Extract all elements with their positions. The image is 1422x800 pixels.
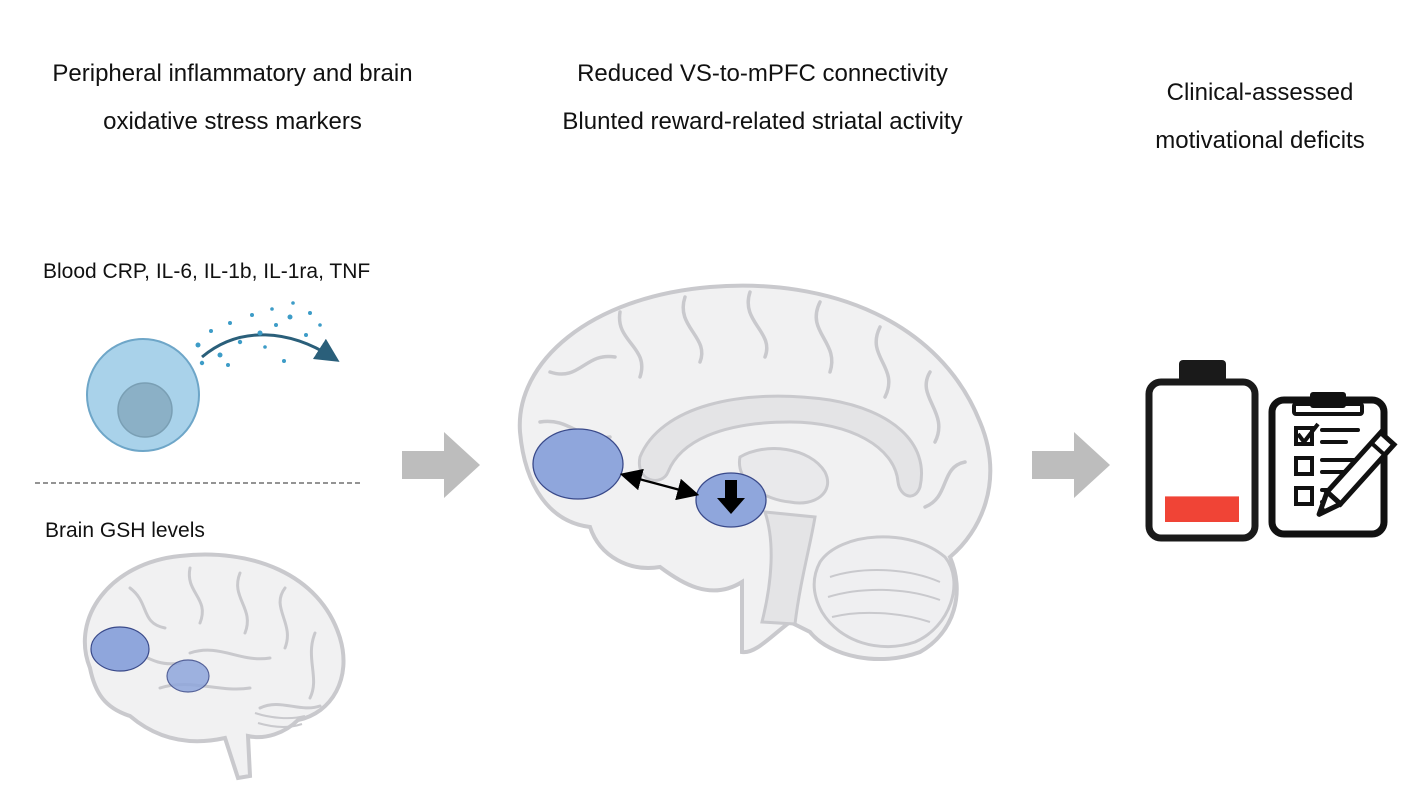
cytokine-release-arrow-icon [201,333,340,362]
flow-arrow-icon [1032,432,1110,498]
brain-icon [517,283,993,662]
column-2-heading-line-1: Reduced VS-to-mPFC connectivity [577,60,948,87]
mpfc-region [532,428,624,500]
column-1-heading-line-2: oxidative stress markers [103,108,362,135]
cell-nucleus [117,382,173,438]
immune-cell-figure [86,301,340,452]
immune-cell-icon [86,338,200,452]
flow-arrow-1 [402,432,480,498]
column-2-heading: Reduced VS-to-mPFC connectivity Blunted … [520,50,1005,146]
panel-divider [35,482,360,484]
down-arrow-icon [717,480,745,514]
gsh-region-frontal [90,626,150,672]
column-3-heading-line-2: motivational deficits [1155,127,1365,154]
midsagittal-brain-figure [517,283,993,662]
column-1-heading-line-1: Peripheral inflammatory and brain [52,60,413,87]
column-1-heading: Peripheral inflammatory and brain oxidat… [30,50,435,146]
column-3-heading-line-1: Clinical-assessed [1166,79,1354,106]
blood-markers-label: Blood CRP, IL-6, IL-1b, IL-1ra, TNF [43,260,371,283]
corpus-callosum [637,394,923,498]
clipboard-figure [1268,392,1398,538]
clipboard-checklist-icon [1268,392,1388,538]
brain-gsh-label: Brain GSH levels [45,519,205,542]
battery-level [1165,496,1239,522]
flow-arrow-2 [1032,432,1110,498]
lateral-brain-figure [83,552,346,781]
checkmark-icon [1296,422,1320,446]
flow-arrow-icon [402,432,480,498]
battery-icon [1145,360,1259,542]
column-2-heading-line-2: Blunted reward-related striatal activity [562,108,963,135]
battery-figure [1145,360,1259,542]
connectivity-arrow [619,468,700,501]
column-3-heading: Clinical-assessed motivational deficits [1120,69,1400,165]
brainstem [760,510,817,626]
cytokine-particles [195,301,322,367]
gsh-region-temporal [166,659,210,693]
pencil-icon [1316,428,1398,517]
